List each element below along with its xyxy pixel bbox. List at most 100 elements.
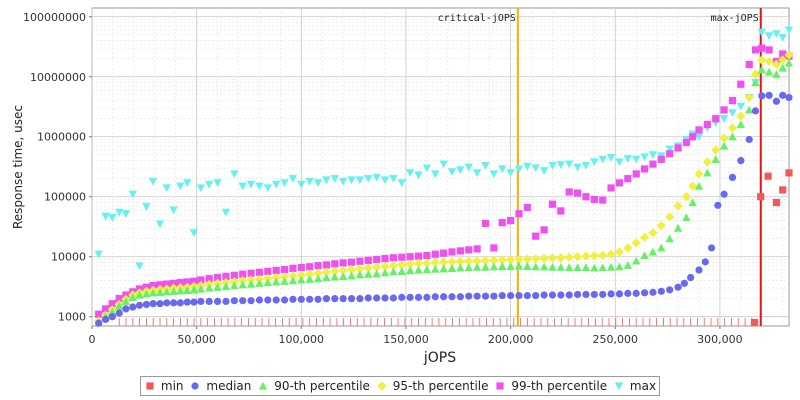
median-point — [498, 291, 506, 300]
95-th-percentile-point — [506, 255, 516, 265]
x-tick-label: 300,000 — [697, 333, 743, 346]
99-th-percentile-point — [230, 271, 238, 279]
95-th-percentile-point — [464, 256, 474, 266]
99-th-percentile-point — [607, 184, 615, 192]
90-th-percentile-point — [196, 284, 206, 293]
y-tick-label: 10000 — [51, 251, 86, 264]
legend-label: 99-th percentile — [511, 379, 608, 393]
max-point — [389, 175, 398, 183]
99-th-percentile-point — [272, 266, 280, 275]
90-th-percentile-point — [313, 274, 323, 283]
median-point — [557, 291, 565, 299]
median-point — [255, 296, 264, 304]
99-th-percentile-point — [414, 252, 423, 260]
99-th-percentile-point — [163, 280, 171, 288]
median-point — [758, 92, 766, 100]
99-th-percentile-point — [373, 255, 381, 264]
99-th-percentile-point — [703, 120, 711, 129]
95-th-percentile-point — [263, 273, 273, 284]
99-th-percentile-point — [448, 248, 456, 256]
x-axis-title: jOPS — [423, 350, 456, 366]
max-point — [205, 180, 214, 189]
median-point — [640, 289, 649, 297]
max-point — [108, 213, 117, 222]
max-point — [372, 173, 381, 182]
95-th-percentile-point — [744, 92, 754, 103]
90-th-percentile-point — [263, 278, 273, 287]
99-th-percentile-point — [590, 195, 598, 204]
99-th-percentile-point — [490, 244, 498, 252]
90-th-percentile-point — [598, 263, 607, 272]
95-th-percentile-point — [606, 249, 616, 259]
90-th-percentile-point — [108, 307, 117, 316]
99-th-percentile-point — [624, 175, 632, 183]
90-th-percentile-point — [148, 288, 158, 297]
max-point — [506, 169, 515, 178]
95-th-percentile-point — [623, 243, 633, 253]
99-th-percentile-point — [465, 246, 473, 254]
plot-background — [91, 7, 790, 327]
90-th-percentile-point — [539, 262, 549, 271]
median-point — [423, 293, 431, 301]
99-th-percentile-point — [264, 267, 272, 275]
median-point — [247, 297, 255, 305]
median-point — [701, 258, 709, 266]
legend-label: min — [160, 379, 184, 393]
median-point — [183, 298, 191, 306]
95-th-percentile-point — [694, 169, 704, 179]
95-th-percentile-point — [380, 261, 390, 271]
median-point — [714, 201, 722, 209]
max-point — [623, 155, 633, 163]
min-point — [772, 198, 781, 207]
95-th-percentile-point — [514, 254, 524, 265]
median-point — [765, 91, 773, 99]
90-th-percentile-point — [606, 262, 616, 271]
legend-item-95-th-percentile: 95-th percentile — [376, 379, 489, 393]
median-point — [785, 93, 793, 102]
90-th-percentile-point — [640, 251, 649, 260]
95-th-percentile-point — [480, 256, 491, 266]
95-th-percentile-point — [422, 258, 432, 268]
99-th-percentile-point — [149, 282, 157, 290]
95-th-percentile-point — [271, 272, 281, 283]
y-tick-label: 100000000 — [23, 11, 86, 24]
max-point — [615, 158, 624, 167]
legend-marker-max — [614, 382, 624, 391]
99-th-percentile-point — [339, 259, 347, 267]
90-th-percentile-point — [380, 268, 390, 277]
max-point — [498, 165, 507, 174]
90-th-percentile-point — [347, 271, 356, 280]
95-th-percentile-point — [673, 201, 683, 211]
median-point — [548, 291, 557, 299]
median-point — [190, 298, 198, 306]
99-th-percentile-point — [183, 278, 191, 286]
legend-swatch-90-th-percentile — [258, 381, 268, 390]
max-point — [397, 179, 406, 188]
max-point — [414, 171, 423, 180]
90-th-percentile-point — [142, 289, 151, 298]
95-th-percentile-point — [338, 265, 348, 276]
95-th-percentile-point — [681, 192, 692, 202]
95-th-percentile-point — [656, 221, 666, 231]
median-point — [135, 301, 144, 309]
max-point — [213, 179, 222, 188]
95-th-percentile-point — [750, 69, 761, 79]
99-th-percentile-point — [565, 188, 573, 196]
99-th-percentile-point — [523, 203, 531, 212]
95-th-percentile-point — [614, 247, 625, 257]
median-point — [129, 303, 137, 311]
legend-swatch-95-th-percentile — [377, 381, 387, 391]
90-th-percentile-point — [464, 263, 473, 272]
median-point — [737, 157, 745, 165]
median-point — [280, 296, 289, 304]
median-point — [306, 295, 314, 303]
95-th-percentile-point — [589, 251, 599, 261]
median-point — [590, 290, 598, 299]
median-point — [122, 305, 130, 313]
median-point — [473, 292, 481, 300]
max-point — [464, 163, 473, 172]
99-th-percentile-point — [599, 196, 607, 204]
median-point — [170, 299, 178, 307]
95-th-percentile-point — [539, 253, 549, 263]
median-point — [687, 273, 695, 282]
